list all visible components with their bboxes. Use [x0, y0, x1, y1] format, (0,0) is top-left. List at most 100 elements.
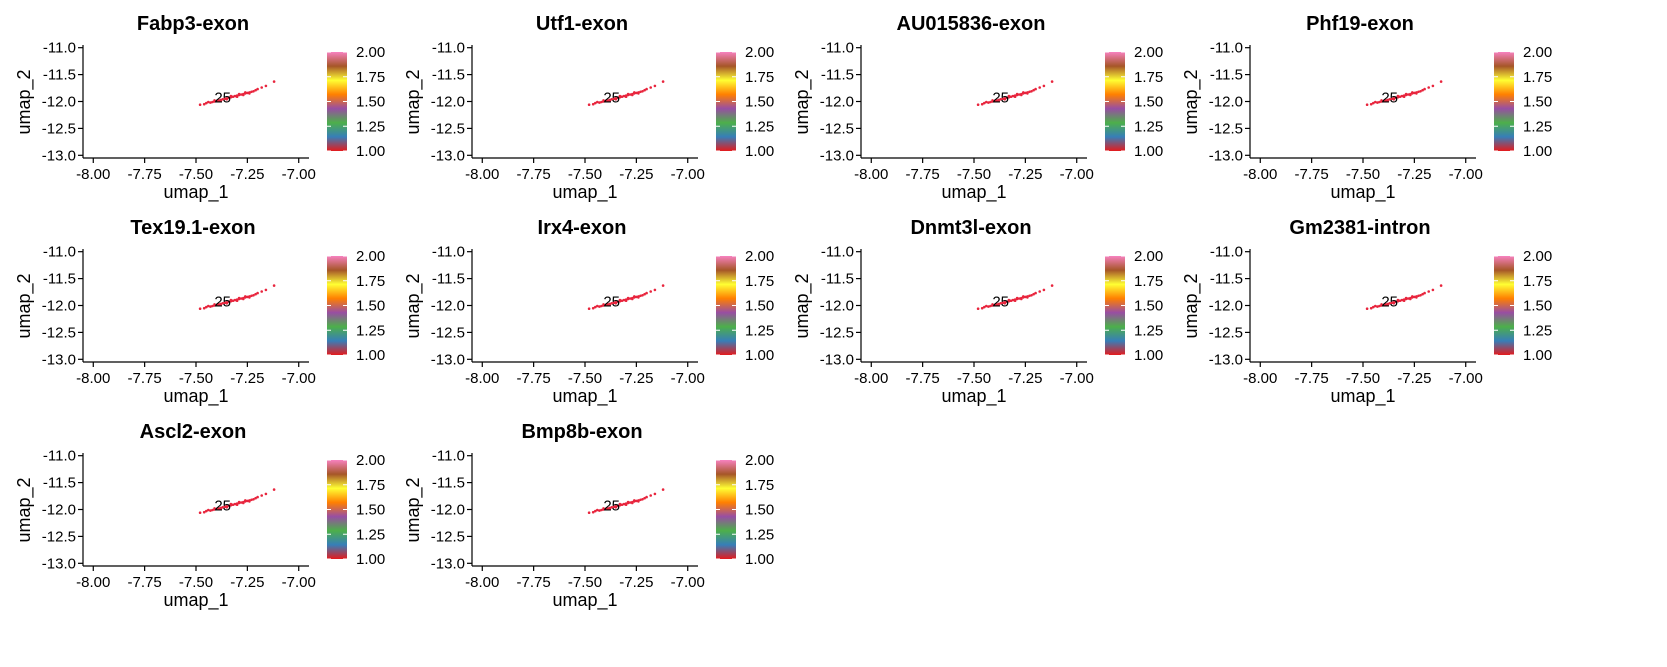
data-point: [602, 507, 605, 510]
data-point: [606, 507, 609, 510]
colorbar-label: 1.75: [1523, 273, 1552, 290]
y-axis-title: umap_2: [792, 273, 813, 338]
colorbar: [1105, 256, 1125, 355]
data-point: [1398, 95, 1402, 98]
data-point: [239, 297, 243, 300]
y-tick-label: -11.0: [43, 40, 76, 57]
panel: Utf1-exon -8.00 -7.75 -7.50 -7.25 -7.00 -11.0 -…: [403, 13, 774, 203]
data-point: [225, 302, 229, 305]
data-point: [618, 298, 622, 302]
data-point: [610, 506, 613, 509]
y-tick-label: -12.0: [431, 94, 465, 111]
data-point: [209, 101, 212, 104]
y-tick-label: -11.0: [1210, 244, 1243, 261]
x-tick-label: -7.50: [1346, 166, 1380, 183]
data-point: [624, 503, 628, 506]
data-point: [198, 307, 202, 310]
data-point: [1431, 288, 1435, 292]
data-point: [242, 501, 245, 505]
point-layer: [198, 284, 276, 310]
data-point: [633, 295, 636, 298]
data-point: [641, 498, 644, 501]
data-point: [653, 288, 657, 292]
data-point: [1050, 284, 1054, 287]
data-point: [587, 103, 591, 106]
data-point: [637, 92, 640, 95]
data-point: [983, 305, 986, 309]
data-point: [213, 507, 216, 510]
data-point: [1022, 91, 1025, 94]
data-point: [606, 99, 609, 102]
data-point: [1365, 103, 1369, 106]
colorbar-label: 1.25: [1134, 118, 1163, 135]
x-tick-label: -7.50: [179, 166, 213, 183]
data-point: [242, 297, 245, 301]
colorbar-label: 1.25: [1523, 118, 1552, 135]
data-point: [1013, 95, 1017, 98]
data-point: [256, 87, 259, 91]
data-point: [213, 303, 216, 306]
data-point: [1050, 80, 1054, 83]
data-point: [591, 510, 595, 514]
data-point: [1042, 84, 1046, 88]
colorbar-label: 1.50: [1134, 298, 1163, 315]
data-point: [1015, 92, 1019, 96]
x-tick-label: -7.50: [568, 370, 602, 387]
y-tick-label: -12.0: [42, 298, 76, 315]
x-tick-label: -7.25: [1397, 370, 1431, 387]
data-point: [1378, 100, 1381, 104]
panel: Tex19.1-exon -8.00 -7.75 -7.50 -7.25 -7.00 -11…: [14, 217, 385, 407]
data-point: [1372, 101, 1375, 105]
data-point: [1409, 93, 1412, 97]
data-point: [649, 494, 652, 497]
cluster-label: 25: [603, 498, 620, 515]
data-point: [211, 304, 214, 308]
panel: AU015836-exon -8.00 -7.75 -7.50 -7.25 -7.00 -1…: [792, 13, 1163, 203]
data-point: [207, 304, 210, 308]
data-point: [633, 499, 636, 502]
data-point: [635, 91, 638, 95]
data-point: [246, 499, 249, 503]
data-point: [626, 296, 630, 300]
y-tick-label: -11.5: [43, 271, 76, 288]
y-tick-label: -12.0: [42, 502, 76, 519]
data-point: [641, 90, 644, 93]
data-point: [227, 504, 231, 507]
data-point: [244, 499, 247, 502]
x-tick-label: -8.00: [1243, 370, 1277, 387]
data-point: [209, 305, 212, 308]
y-tick-label: -12.5: [42, 120, 76, 137]
data-point: [1034, 87, 1037, 91]
data-point: [608, 507, 611, 511]
data-point: [639, 90, 642, 94]
data-point: [1378, 304, 1381, 308]
colorbar-label: 1.25: [356, 526, 385, 543]
data-point: [229, 94, 233, 98]
data-point: [1017, 93, 1021, 96]
data-point: [628, 297, 632, 300]
data-point: [976, 307, 980, 310]
colorbar-label: 1.00: [356, 551, 385, 568]
data-point: [221, 302, 224, 305]
data-point: [1390, 301, 1394, 305]
colorbar-label: 1.25: [356, 322, 385, 339]
data-point: [587, 511, 591, 514]
data-point: [233, 94, 237, 98]
data-point: [980, 102, 984, 106]
x-tick-label: -7.25: [619, 166, 653, 183]
data-point: [215, 303, 218, 307]
data-point: [205, 305, 208, 309]
data-point: [620, 299, 624, 302]
colorbar-label: 1.25: [1134, 322, 1163, 339]
x-axis-title: umap_1: [941, 182, 1006, 203]
data-point: [1419, 294, 1422, 297]
data-point: [246, 295, 249, 299]
panel-title: Dnmt3l-exon: [910, 217, 1031, 239]
data-point: [993, 303, 996, 307]
data-point: [229, 298, 233, 302]
panel: Ascl2-exon -8.00 -7.75 -7.50 -7.25 -7.00 -11.0…: [14, 421, 385, 611]
data-point: [205, 101, 208, 105]
y-tick-label: -12.5: [42, 324, 76, 341]
data-point: [221, 98, 224, 101]
data-point: [248, 92, 251, 95]
